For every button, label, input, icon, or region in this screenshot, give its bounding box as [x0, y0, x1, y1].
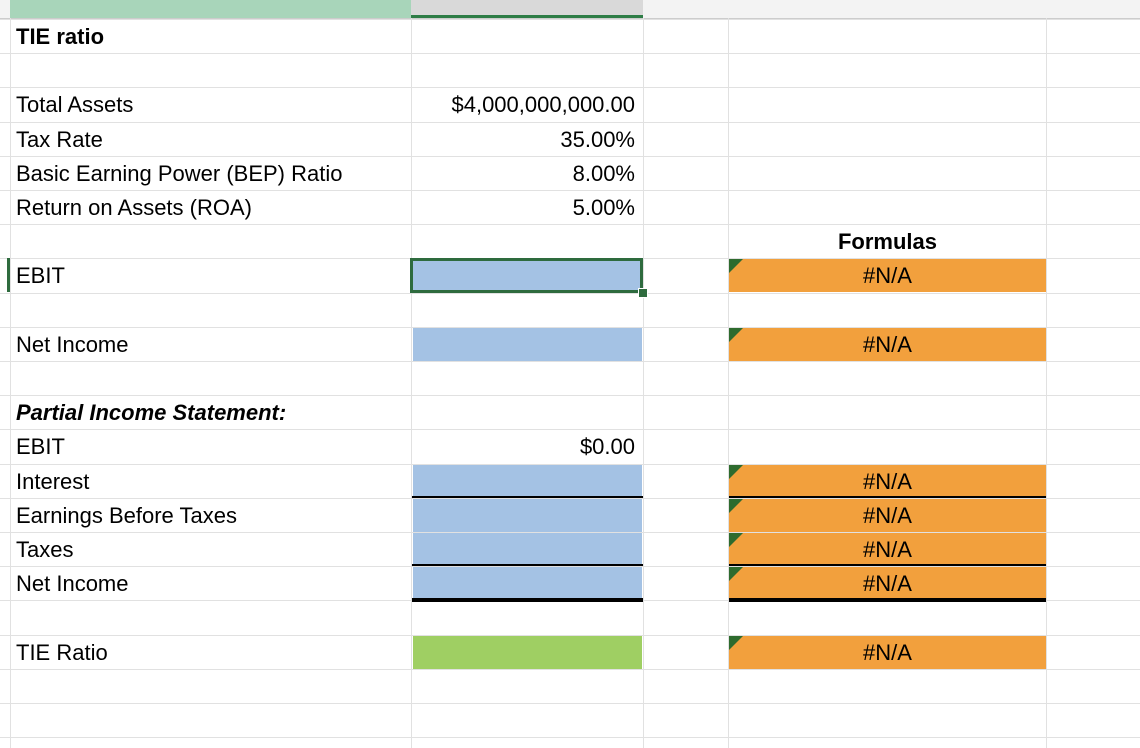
cell-value[interactable]: 5.00%: [572, 194, 635, 220]
cell-fill[interactable]: [413, 567, 642, 600]
cell-border: [729, 598, 1046, 602]
grid-line: [0, 703, 1140, 704]
grid-line: [643, 18, 644, 748]
comment-marker: [729, 636, 743, 650]
cell-label[interactable]: Net Income: [16, 570, 129, 596]
cell-formula[interactable]: #N/A: [863, 570, 912, 596]
cell-label[interactable]: Net Income: [16, 331, 129, 357]
comment-marker: [729, 259, 743, 273]
grid-line: [0, 53, 1140, 54]
column-header-a: [10, 0, 411, 18]
grid-line: [0, 122, 1140, 123]
cell-formula[interactable]: #N/A: [863, 331, 912, 357]
selection-handle[interactable]: [638, 288, 648, 298]
cell-label[interactable]: Basic Earning Power (BEP) Ratio: [16, 160, 343, 186]
cell-value[interactable]: 8.00%: [572, 160, 635, 186]
cell-label[interactable]: TIE Ratio: [16, 639, 108, 665]
comment-marker: [729, 567, 743, 581]
column-header-b: [411, 0, 643, 18]
grid-line: [0, 635, 1140, 636]
cell-label[interactable]: Earnings Before Taxes: [16, 502, 237, 528]
grid-line: [0, 532, 1140, 533]
grid-line: [0, 190, 1140, 191]
cell-label[interactable]: Partial Income Statement:: [16, 399, 287, 425]
grid-line: [0, 361, 1140, 362]
cell-value[interactable]: 35.00%: [560, 126, 635, 152]
cell-label[interactable]: EBIT: [16, 262, 65, 288]
comment-marker: [729, 499, 743, 513]
grid-line: [0, 87, 1140, 88]
grid-line: [0, 19, 1140, 20]
grid-line: [0, 224, 1140, 225]
cell-fill[interactable]: [729, 499, 1046, 532]
cell-border: [412, 598, 643, 602]
grid-line: [10, 18, 11, 748]
grid-line: [0, 156, 1140, 157]
cell-fill[interactable]: [413, 328, 642, 361]
cell-formula[interactable]: #N/A: [863, 262, 912, 288]
cell-label[interactable]: Taxes: [16, 536, 74, 562]
cell-label[interactable]: Total Assets: [16, 91, 134, 117]
cell-fill[interactable]: [729, 328, 1046, 361]
cell-fill[interactable]: [413, 465, 642, 498]
cell-label[interactable]: TIE ratio: [16, 23, 105, 49]
cell-fill[interactable]: [413, 499, 642, 532]
cell-label[interactable]: Interest: [16, 468, 90, 494]
cell-formula[interactable]: #N/A: [863, 468, 912, 494]
cell-formula[interactable]: Formulas: [837, 228, 938, 254]
selection: [410, 258, 643, 293]
cell-fill[interactable]: [729, 567, 1046, 600]
cell-formula[interactable]: #N/A: [863, 639, 912, 665]
cell-fill[interactable]: [413, 533, 642, 566]
cell-label[interactable]: EBIT: [16, 433, 65, 459]
grid-line: [0, 395, 1140, 396]
cell-border: [412, 564, 643, 566]
grid-line: [0, 293, 1140, 294]
cell-formula[interactable]: #N/A: [863, 502, 912, 528]
grid-line: [0, 669, 1140, 670]
cell-fill[interactable]: [413, 636, 642, 669]
cell-fill[interactable]: [729, 533, 1046, 566]
comment-marker: [729, 533, 743, 547]
cell-label[interactable]: Tax Rate: [16, 126, 103, 152]
cell-fill[interactable]: [729, 636, 1046, 669]
grid-line: [1046, 18, 1047, 748]
cell-fill[interactable]: [729, 259, 1046, 292]
cell-formula[interactable]: #N/A: [863, 536, 912, 562]
cell-fill[interactable]: [729, 465, 1046, 498]
grid-line: [411, 18, 412, 748]
grid-line: [0, 737, 1140, 738]
grid-line: [0, 429, 1140, 430]
grid-line: [0, 464, 1140, 465]
row-indicator: [7, 258, 10, 292]
grid-line: [728, 18, 729, 748]
cell-border: [412, 496, 643, 498]
cell-value[interactable]: $4,000,000,000.00: [451, 91, 635, 117]
grid-line: [0, 327, 1140, 328]
comment-marker: [729, 328, 743, 342]
cell-border: [729, 496, 1046, 498]
grid-line: [0, 566, 1140, 567]
cell-value[interactable]: $0.00: [579, 433, 635, 459]
comment-marker: [729, 465, 743, 479]
cell-border: [729, 564, 1046, 566]
cell-fill[interactable]: [413, 259, 642, 292]
grid-line: [0, 498, 1140, 499]
cell-label[interactable]: Return on Assets (ROA): [16, 194, 252, 220]
